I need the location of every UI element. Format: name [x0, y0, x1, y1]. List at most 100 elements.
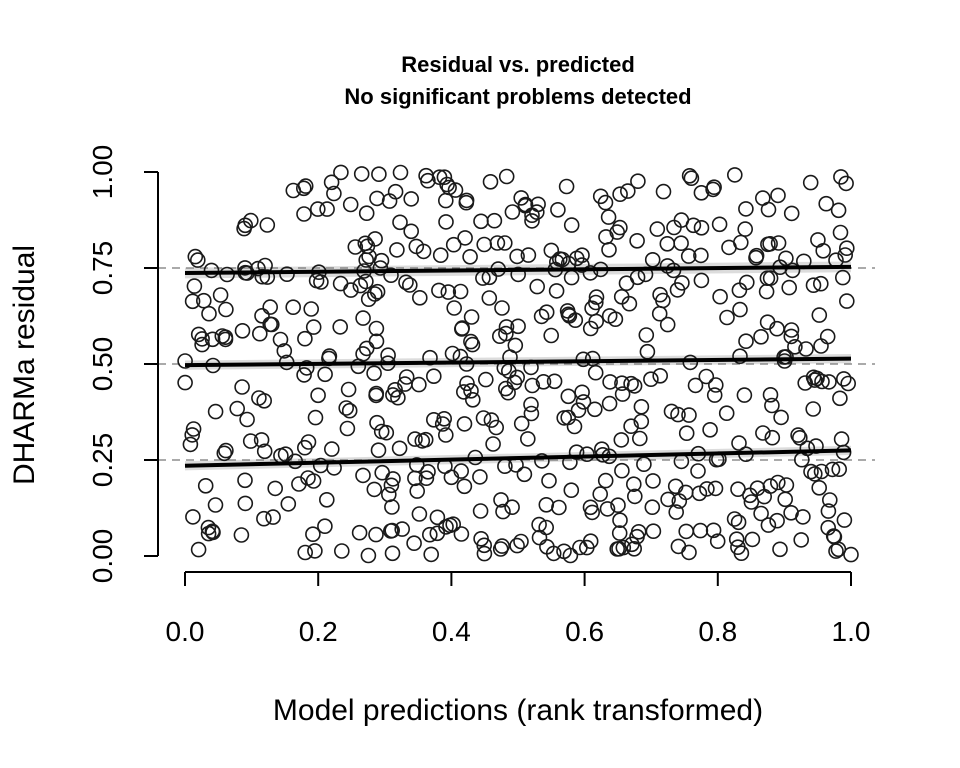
data-point [797, 375, 814, 391]
data-point [392, 214, 408, 231]
data-point [778, 250, 794, 267]
data-point [464, 336, 481, 353]
data-point [251, 325, 268, 342]
data-point [256, 443, 273, 460]
data-point [524, 377, 541, 394]
data-point [736, 387, 753, 403]
data-point [417, 431, 434, 448]
data-point [318, 491, 335, 508]
data-point [384, 499, 400, 515]
data-point [401, 277, 418, 293]
data-point [373, 423, 390, 440]
data-point [333, 543, 350, 559]
data-point [243, 212, 259, 229]
data-point [280, 496, 297, 512]
data-point [411, 506, 428, 522]
chart-title: Residual vs. predicted [401, 52, 635, 77]
data-point [385, 471, 401, 487]
data-point [190, 541, 207, 558]
data-point [811, 479, 828, 496]
data-point [681, 407, 697, 423]
data-point [355, 310, 371, 326]
data-point [830, 202, 847, 219]
data-point [812, 275, 829, 292]
data-point [513, 533, 529, 550]
chart-subtitle: No significant problems detected [344, 84, 691, 109]
data-point [216, 445, 233, 462]
data-point [673, 212, 690, 228]
data-point [803, 463, 819, 480]
data-point [831, 461, 848, 478]
data-point [611, 525, 628, 541]
data-point [262, 316, 279, 333]
y-tick-label: 0.50 [87, 337, 118, 392]
data-point [643, 371, 659, 388]
x-tick-label: 1.0 [832, 616, 871, 647]
data-point [398, 369, 415, 385]
data-point [805, 401, 822, 417]
data-point [453, 526, 470, 542]
data-point [548, 283, 565, 299]
data-point [384, 545, 401, 562]
data-point [730, 481, 746, 498]
quantile-line-2 [184, 264, 852, 275]
data-point [411, 289, 428, 306]
quantile-line-1 [184, 356, 852, 368]
data-point [732, 348, 748, 365]
data-point [242, 433, 259, 449]
data-point [418, 167, 434, 184]
data-point [787, 338, 803, 355]
data-point [368, 387, 384, 404]
data-point [267, 480, 284, 497]
data-point [830, 541, 847, 558]
data-point [408, 457, 425, 473]
data-point [760, 517, 777, 533]
data-point [464, 391, 481, 408]
data-point [339, 420, 356, 437]
data-point [738, 274, 755, 291]
data-point [303, 301, 320, 317]
data-point [295, 180, 312, 197]
data-point [333, 164, 349, 181]
data-point [368, 526, 384, 543]
data-point [486, 212, 503, 229]
data-point [368, 320, 385, 337]
data-point [234, 322, 251, 339]
data-point [702, 421, 718, 438]
data-point [795, 509, 811, 525]
data-point [584, 504, 601, 521]
data-point [623, 418, 639, 435]
data-point [626, 378, 643, 394]
x-tick-label: 0.4 [432, 616, 471, 647]
data-point [636, 456, 652, 473]
data-point [493, 492, 509, 508]
data-point [194, 331, 210, 347]
data-point [425, 368, 442, 385]
data-point [297, 544, 314, 561]
data-point [764, 429, 781, 446]
data-point [237, 472, 253, 489]
data-point [184, 427, 200, 443]
data-point [369, 283, 386, 300]
data-point [748, 249, 764, 266]
data-point [744, 531, 761, 548]
data-point [524, 213, 540, 229]
data-point [619, 183, 636, 199]
data-point [623, 375, 639, 392]
data-point [411, 376, 427, 393]
data-point [541, 472, 557, 489]
data-point [726, 511, 743, 527]
data-point [836, 512, 853, 528]
data-point [472, 469, 488, 485]
data-point [732, 301, 748, 318]
data-point [462, 248, 478, 265]
data-point [566, 418, 583, 435]
data-point [182, 436, 199, 453]
y-axis-ticks: 0.00 0.25 0.50 0.75 1.00 [87, 145, 158, 583]
data-point [254, 307, 270, 324]
data-point [389, 242, 405, 258]
data-point [759, 270, 776, 287]
data-point [360, 291, 377, 308]
data-point [687, 377, 704, 394]
data-point [778, 477, 795, 493]
